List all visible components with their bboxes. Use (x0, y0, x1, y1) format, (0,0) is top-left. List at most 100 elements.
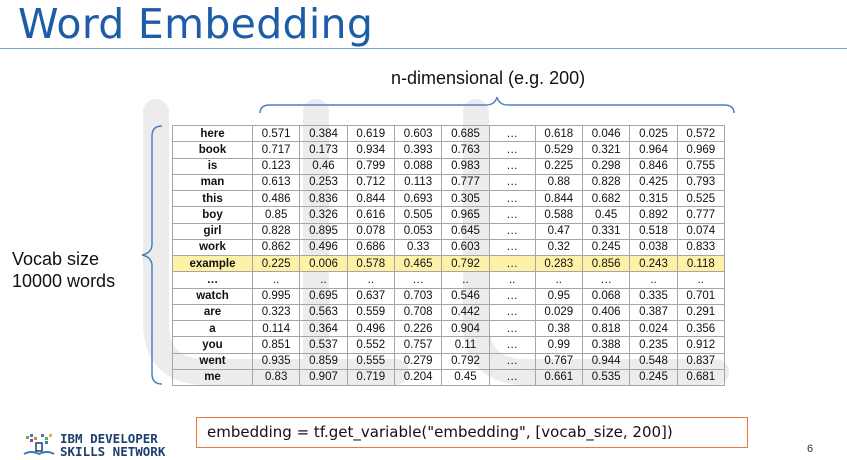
table-row: is 0.123 0.46 0.799 0.088 0.983… 0.225 0.298 0.8… (172, 157, 726, 175)
value-cell: 0.862 (251, 238, 301, 257)
value-cell: 0.537 (299, 336, 348, 354)
value-cell: 0.47 (534, 222, 583, 240)
word-cell: watch (172, 287, 253, 305)
embedding-table: here 0.571 0.384 0.619 0.603 0.685… 0.618 0.046… (172, 124, 726, 387)
table-row: you 0.851 0.537 0.552 0.757 0.11… 0.99 0.388 0.2… (172, 336, 726, 354)
table-row: are 0.323 0.563 0.559 0.708 0.442… 0.029 0.406 0… (172, 303, 726, 322)
word-cell: man (172, 173, 253, 192)
value-cell: 0.844 (346, 189, 395, 208)
word-cell: a (172, 319, 253, 338)
value-cell: 0.535 (581, 368, 631, 387)
dimension-brace (259, 96, 735, 114)
table-row: book 0.717 0.173 0.934 0.393 0.763… 0.529 0.321… (172, 141, 726, 159)
word-cell: work (172, 238, 253, 257)
word-cell: here (172, 124, 253, 143)
value-cell: 0.025 (629, 124, 678, 143)
value-cell: 0.245 (629, 368, 678, 387)
word-cell: are (172, 303, 253, 322)
value-cell: 0.836 (299, 189, 348, 208)
value-cell: 0.892 (629, 206, 678, 224)
value-cell: 0.552 (346, 336, 395, 354)
table-row: example 0.225 0.006 0.578 0.465 0.792… 0.283 0.… (172, 254, 726, 273)
value-cell: 0.388 (581, 336, 631, 354)
value-cell: .. (534, 271, 583, 289)
value-cell: 0.912 (676, 336, 726, 354)
logo-text: IBM DEVELOPER SKILLS NETWORK (60, 432, 165, 458)
value-cell: 0.279 (393, 352, 443, 370)
value-cell: 0.572 (676, 124, 726, 143)
value-cell: 0.305 (441, 189, 490, 208)
value-cell: .. (441, 271, 490, 289)
value-cell: 0.393 (393, 141, 443, 159)
value-cell: 0.895 (299, 222, 348, 240)
value-cell: 0.828 (581, 173, 631, 192)
value-cell: 0.844 (534, 189, 583, 208)
embedding-table-body: here 0.571 0.384 0.619 0.603 0.685… 0.618 0.046… (172, 124, 726, 387)
value-cell: 0.851 (251, 336, 301, 354)
value-cell: 0.799 (346, 157, 395, 175)
value-cell: 0.995 (251, 287, 301, 305)
table-row: man 0.613 0.253 0.712 0.113 0.777… 0.88 0.828 0.… (172, 173, 726, 192)
value-cell: … (488, 303, 536, 322)
word-cell: boy (172, 206, 253, 224)
value-cell: 0.45 (441, 368, 490, 387)
value-cell: 0.123 (251, 157, 301, 175)
value-cell: 0.85 (251, 206, 301, 224)
table-row: this 0.486 0.836 0.844 0.693 0.305… 0.844 0.682… (172, 189, 726, 208)
value-cell: 0.846 (629, 157, 678, 175)
value-cell: 0.934 (346, 141, 395, 159)
value-cell: .. (346, 271, 395, 289)
value-cell: … (488, 124, 536, 143)
value-cell: 0.693 (393, 189, 443, 208)
value-cell: 0.496 (346, 319, 395, 338)
value-cell: 0.505 (393, 206, 443, 224)
value-cell: 0.708 (393, 303, 443, 322)
value-cell: 0.525 (676, 189, 726, 208)
word-cell: example (172, 254, 253, 273)
value-cell: 0.833 (676, 238, 726, 257)
value-cell: 0.616 (346, 206, 395, 224)
value-cell: 0.964 (629, 141, 678, 159)
value-cell: 0.226 (393, 319, 443, 338)
value-cell: 0.335 (629, 287, 678, 305)
value-cell: 0.384 (299, 124, 348, 143)
table-row: a 0.114 0.364 0.496 0.226 0.904… 0.38 0.818 0.02… (172, 319, 726, 338)
value-cell: 0.682 (581, 189, 631, 208)
value-cell: 0.559 (346, 303, 395, 322)
value-cell: 0.701 (676, 287, 726, 305)
ibm-logo: IBM DEVELOPER SKILLS NETWORK (22, 432, 165, 458)
value-cell: 0.323 (251, 303, 301, 322)
value-cell: 0.291 (676, 303, 726, 322)
value-cell: … (488, 368, 536, 387)
value-cell: .. (488, 271, 536, 289)
value-cell: 0.326 (299, 206, 348, 224)
value-cell: 0.11 (441, 336, 490, 354)
value-cell: 0.856 (581, 254, 631, 273)
table-row: went 0.935 0.859 0.555 0.279 0.792… 0.767 0.944… (172, 352, 726, 370)
value-cell: .. (676, 271, 726, 289)
value-cell: … (488, 336, 536, 354)
value-cell: 0.225 (534, 157, 583, 175)
value-cell: 0.465 (393, 254, 443, 273)
value-cell: 0.029 (534, 303, 583, 322)
value-cell: … (488, 141, 536, 159)
value-cell: 0.225 (251, 254, 301, 273)
value-cell: 0.755 (676, 157, 726, 175)
word-cell: girl (172, 222, 253, 240)
vocab-brace (141, 125, 163, 385)
value-cell: 0.712 (346, 173, 395, 192)
value-cell: 0.563 (299, 303, 348, 322)
value-cell: 0.496 (299, 238, 348, 257)
value-cell: 0.935 (251, 352, 301, 370)
value-cell: 0.777 (676, 206, 726, 224)
value-cell: 0.442 (441, 303, 490, 322)
value-cell: 0.425 (629, 173, 678, 192)
value-cell: … (488, 254, 536, 273)
value-cell: … (488, 352, 536, 370)
value-cell: 0.038 (629, 238, 678, 257)
value-cell: … (488, 189, 536, 208)
value-cell: 0.387 (629, 303, 678, 322)
value-cell: 0.245 (581, 238, 631, 257)
word-cell: is (172, 157, 253, 175)
value-cell: 0.681 (676, 368, 726, 387)
